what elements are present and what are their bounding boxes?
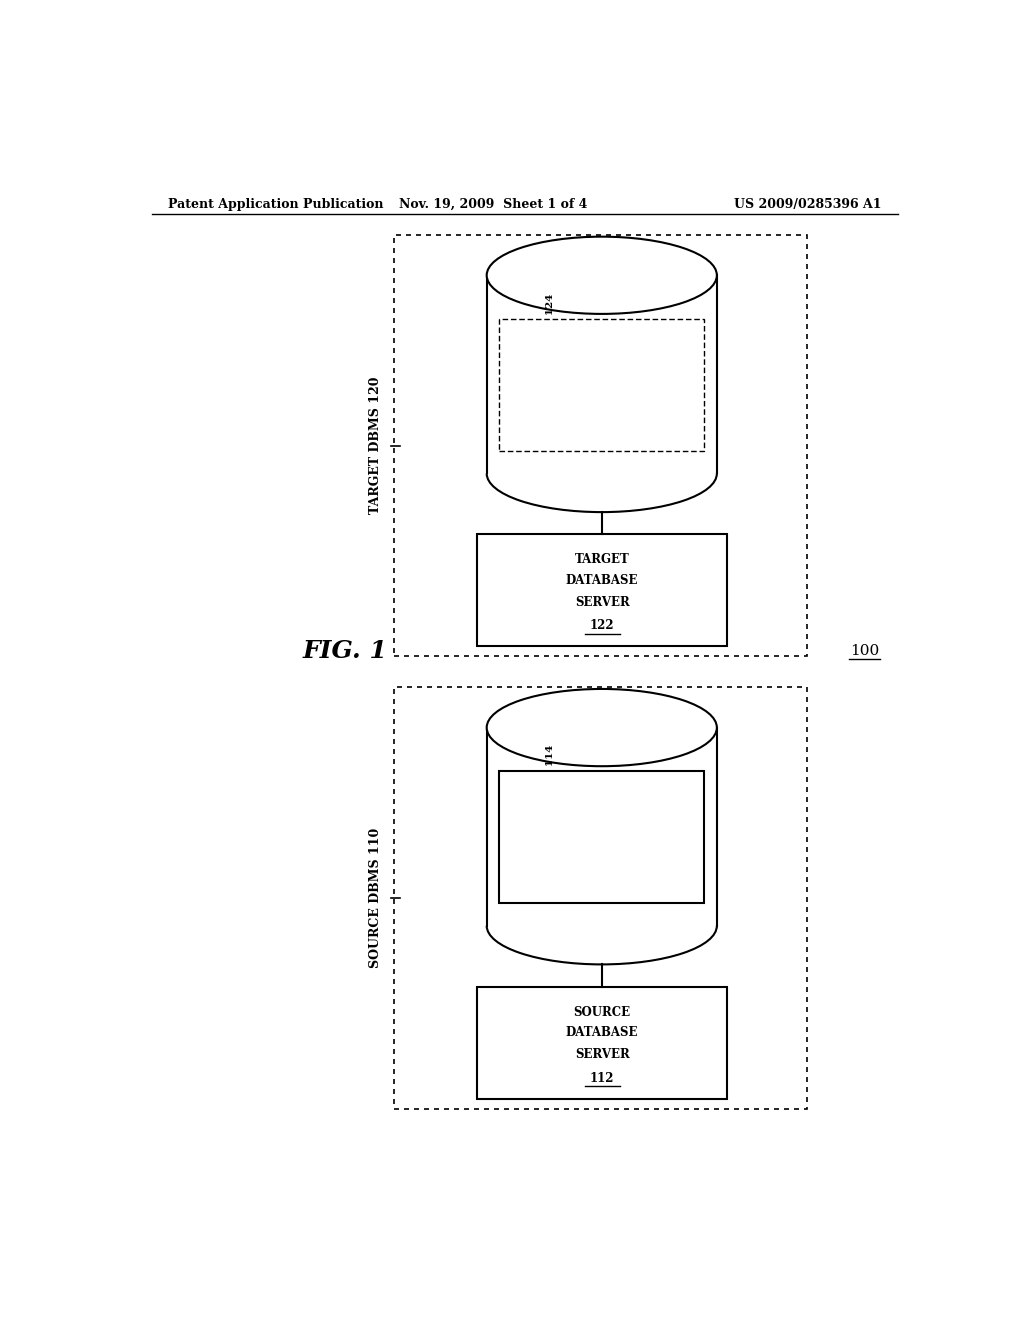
- Text: SOURCE DBMS 110: SOURCE DBMS 110: [369, 828, 382, 968]
- FancyBboxPatch shape: [477, 987, 727, 1098]
- Text: SERVER: SERVER: [574, 597, 630, 609]
- Text: 112: 112: [590, 1072, 614, 1085]
- Text: 100: 100: [850, 644, 880, 659]
- Text: 122: 122: [590, 619, 614, 632]
- Text: SERVER: SERVER: [574, 1048, 630, 1061]
- FancyBboxPatch shape: [500, 319, 705, 451]
- Text: DATABASE: DATABASE: [566, 574, 638, 586]
- Text: TARGET DATABASE 124: TARGET DATABASE 124: [546, 293, 555, 434]
- Text: DATABASE: DATABASE: [566, 1026, 638, 1039]
- FancyBboxPatch shape: [477, 535, 727, 647]
- Text: SOURCE DATABASE 114: SOURCE DATABASE 114: [546, 744, 555, 888]
- Text: SOURCE: SOURCE: [573, 1006, 631, 1019]
- Text: Patent Application Publication: Patent Application Publication: [168, 198, 383, 211]
- Text: Nov. 19, 2009  Sheet 1 of 4: Nov. 19, 2009 Sheet 1 of 4: [399, 198, 587, 211]
- FancyBboxPatch shape: [486, 276, 717, 474]
- Text: US 2009/0285396 A1: US 2009/0285396 A1: [734, 198, 882, 211]
- Text: TARGET: TARGET: [574, 553, 630, 566]
- Text: FIG. 1: FIG. 1: [303, 639, 387, 664]
- FancyBboxPatch shape: [500, 771, 705, 903]
- Text: EXTERNALLY
ENCRYPTED DATA 116: EXTERNALLY ENCRYPTED DATA 116: [592, 322, 611, 447]
- Ellipse shape: [486, 236, 717, 314]
- Text: EXTERNALLY
ENCRYPTED DATA 116: EXTERNALLY ENCRYPTED DATA 116: [592, 775, 611, 900]
- Ellipse shape: [486, 689, 717, 766]
- Text: TARGET DBMS 120: TARGET DBMS 120: [369, 376, 382, 515]
- FancyBboxPatch shape: [486, 727, 717, 925]
